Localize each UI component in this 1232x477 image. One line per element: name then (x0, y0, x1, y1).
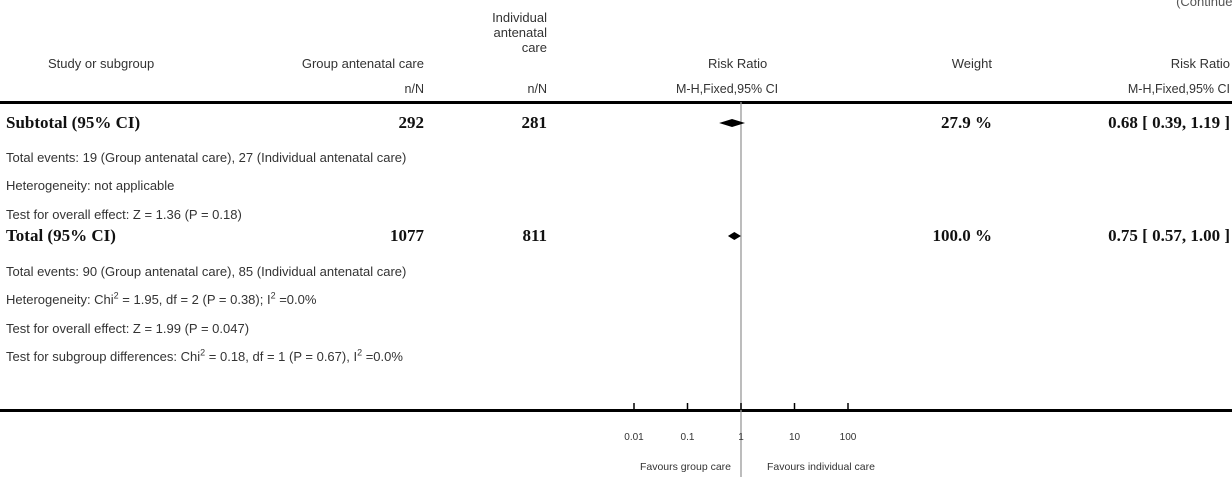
favours-right-label: Favours individual care (767, 461, 875, 473)
col-individual-line2: antenatal (493, 25, 548, 40)
subtotal-label: Subtotal (95% CI) (6, 113, 141, 132)
group-nN-header: n/N (404, 82, 424, 96)
subtotal-group-n: 292 (398, 113, 425, 132)
total-ci-text: 0.75 [ 0.57, 1.00 ] (1108, 226, 1230, 245)
continued-label: (Continued) (1176, 0, 1232, 9)
subgroup-differences: Test for subgroup differences: Chi2 = 0.… (6, 347, 403, 364)
bottom-rule (0, 409, 1232, 412)
sg-sup: 2 (200, 347, 206, 358)
total-heterogeneity: Heterogeneity: Chi2 = 1.95, df = 2 (P = … (6, 290, 317, 307)
total-events: Total events: 90 (Group antenatal care),… (6, 264, 407, 279)
subtotal-weight: 27.9 % (941, 113, 992, 132)
rr2-method-header: M-H,Fixed,95% CI (1127, 82, 1230, 96)
individual-nN-header: n/N (527, 82, 547, 96)
axis-tick-label: 10 (789, 432, 801, 443)
sg-mid: = 0.18, df = 1 (P = 0.67), I (205, 349, 358, 364)
het-prefix: Heterogeneity: Chi (6, 292, 114, 307)
axis-tick-label: 100 (840, 432, 857, 443)
col-rr-header: Risk Ratio (708, 56, 768, 71)
total-group-n: 1077 (390, 226, 424, 245)
rr-method-header: M-H,Fixed,95% CI (676, 82, 779, 96)
col-group-header: Group antenatal care (301, 56, 424, 71)
subtotal-ci-text: 0.68 [ 0.39, 1.19 ] (1108, 113, 1230, 132)
sg-sup2: 2 (357, 347, 363, 358)
subtotal-heterogeneity: Heterogeneity: not applicable (6, 178, 175, 193)
total-individual-n: 811 (522, 226, 547, 245)
axis-tick-label: 1 (738, 432, 744, 443)
total-label: Total (95% CI) (6, 226, 116, 245)
header-rule (0, 101, 1232, 104)
total-weight: 100.0 % (932, 226, 993, 245)
axis-tick-label: 0.01 (624, 432, 644, 443)
favours-left-label: Favours group care (640, 461, 731, 473)
het-sup: 2 (113, 290, 119, 301)
axis-tick-label: 0.1 (681, 432, 695, 443)
summary-diamond (719, 119, 746, 127)
sg-suffix: =0.0% (362, 349, 403, 364)
subtotal-overall-effect: Test for overall effect: Z = 1.36 (P = 0… (6, 207, 242, 222)
col-study-header: Study or subgroup (48, 56, 155, 71)
summary-diamond (727, 232, 741, 240)
subtotal-events: Total events: 19 (Group antenatal care),… (6, 150, 407, 165)
het-sup2: 2 (270, 290, 276, 301)
subtotal-individual-n: 281 (521, 113, 548, 132)
col-weight-header: Weight (951, 56, 992, 71)
total-overall-effect: Test for overall effect: Z = 1.99 (P = 0… (6, 321, 250, 336)
sg-prefix: Test for subgroup differences: Chi (6, 349, 201, 364)
col-rr2-header: Risk Ratio (1170, 56, 1230, 71)
col-individual-header: Individual antenatal care (492, 10, 547, 55)
col-individual-line1: Individual (492, 10, 547, 25)
col-individual-line3: care (521, 40, 547, 55)
het-suffix: =0.0% (275, 292, 317, 307)
het-mid: = 1.95, df = 2 (P = 0.38); I (118, 292, 271, 307)
